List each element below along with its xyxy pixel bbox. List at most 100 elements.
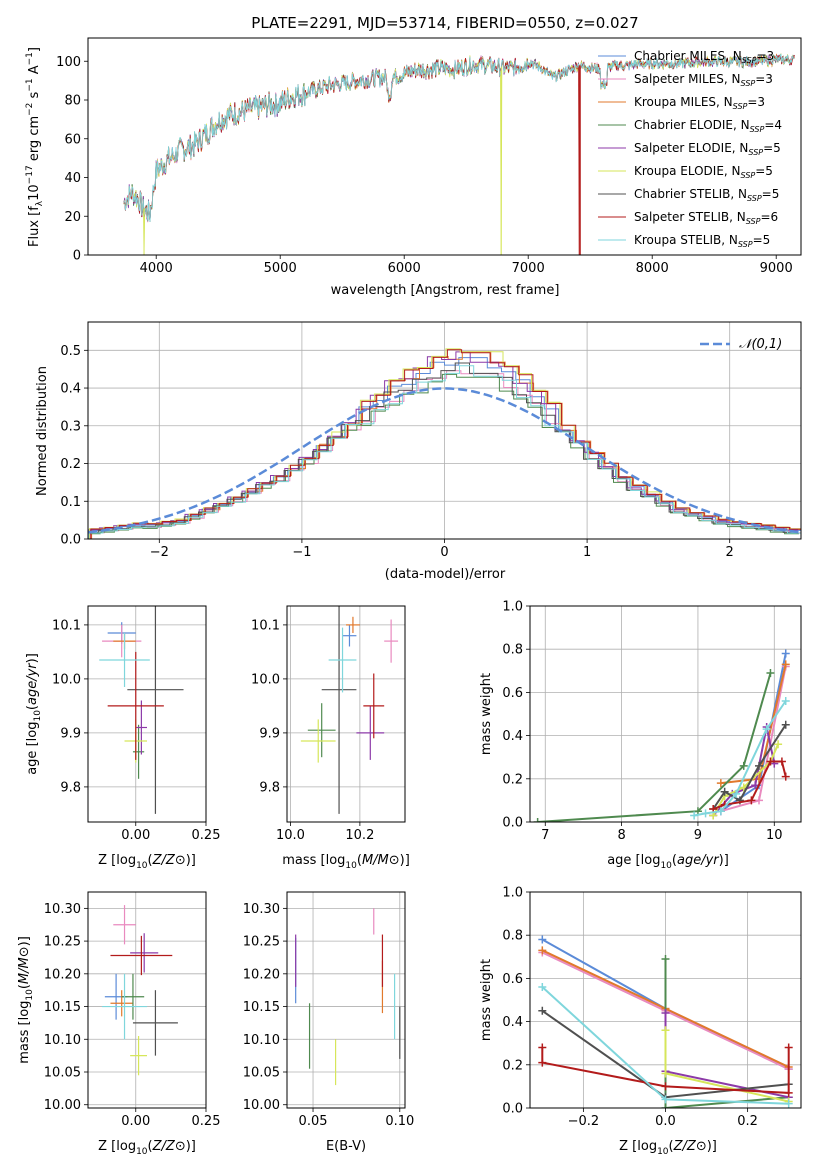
panel-weight_vs_Z: −0.2 0.0 0.2 0.0 0.2 0.4 0.6 0.8 1.0 mass weight Z… (479, 886, 802, 1157)
axes-frame (87, 321, 802, 540)
label-part: 10 (25, 989, 35, 1001)
y-tick-label: 9.9 (259, 726, 280, 741)
legend-count: =4 (764, 118, 782, 132)
x-axis-label: mass [log10(M/M⊙)] (282, 853, 410, 871)
legend-entry-4: Salpeter ELODIE, NSSP=5 (634, 141, 781, 157)
label-part: ( (25, 705, 40, 710)
y-tick-label: 0.0 (502, 1102, 523, 1117)
x-tick-label: 10.0 (276, 828, 305, 843)
legend-sub: SSP (741, 171, 756, 180)
legend-model: Salpeter ELODIE, N (634, 141, 748, 155)
y-tick-label: 100 (56, 55, 81, 70)
panel-residuals: −2 −1 0 1 2 0.0 0.1 0.2 0.3 0.4 0.5 𝒩(0,1) (data-mod… (35, 321, 802, 582)
y-axis-label: Normed distribution (35, 366, 50, 496)
legend-model: Kroupa ELODIE, N (634, 164, 741, 178)
normal-curve (88, 387, 801, 534)
label-part: −2 (25, 103, 35, 116)
label-part: A (27, 65, 42, 78)
weight-marker-8 (701, 809, 710, 818)
axes-frame (529, 605, 802, 823)
y-tick-label: 9.9 (60, 726, 81, 741)
legend-sub: SSP (748, 148, 763, 157)
axes-frame (529, 891, 802, 1109)
axes-frame (87, 37, 802, 256)
legend-sub: SSP (738, 240, 753, 249)
legend-count: =3 (755, 72, 773, 86)
axes-frame (286, 891, 406, 1109)
weight-marker-7 (784, 1088, 793, 1097)
label-part: 10 (136, 861, 148, 871)
label-part: ⊙)] (17, 936, 32, 957)
y-tick-label: 20 (64, 210, 81, 225)
x-tick-label: 0.2 (737, 1114, 758, 1129)
histogram-step-4 (88, 351, 799, 531)
weight-marker-8 (762, 725, 771, 734)
y-tick-label: 0.2 (60, 457, 81, 472)
weight-marker-7 (766, 757, 775, 766)
y-tick-label: 1.0 (502, 600, 523, 615)
x-tick-label: 9000 (760, 261, 793, 276)
label-part: )] (719, 853, 729, 868)
legend-sub: SSP (733, 102, 748, 111)
label-part: ( (148, 853, 153, 868)
weight-marker-5 (774, 740, 783, 749)
x-tick-label: 0.10 (385, 1114, 414, 1129)
panel-mass_vs_EBV: 0.05 0.10 10.00 10.05 10.10 10.15 10.20 10.25 10… (243, 891, 414, 1154)
weight-marker-7 (777, 757, 786, 766)
y-tick-label: 40 (64, 171, 81, 186)
label-part: age [log (607, 853, 660, 868)
y-tick-label: 0.3 (60, 419, 81, 434)
label-part: Z [log (619, 1139, 657, 1154)
legend-entry-8: Kroupa STELIB, NSSP=5 (634, 233, 770, 249)
plot-area (102, 905, 178, 1076)
legend-model: Chabrier MILES, N (634, 49, 742, 63)
y-tick-label: 10.0 (52, 672, 81, 687)
histogram-step-2 (91, 351, 801, 539)
label-part: −1 (25, 78, 35, 91)
y-tick-label: 9.8 (60, 780, 81, 795)
y-axis-label: age [log10(age/yr)] (25, 653, 43, 775)
y-tick-label: 10.30 (243, 902, 280, 917)
y-axis-label: Flux [fλ10−17 erg cm−2 s−1 A−1] (25, 47, 45, 247)
spectrum-line-8 (123, 53, 795, 222)
legend-model: Chabrier ELODIE, N (634, 118, 750, 132)
y-tick-label: 10.1 (52, 618, 81, 633)
x-tick-label: 7 (541, 828, 549, 843)
y-tick-label: 10.1 (251, 618, 280, 633)
x-tick-label: 0 (440, 545, 448, 560)
legend-sub: SSP (750, 125, 765, 134)
label-part: M/M (362, 853, 389, 868)
histogram-step-7 (90, 349, 801, 539)
y-tick-label: 10.30 (44, 902, 81, 917)
legend-model: Salpeter MILES, N (634, 72, 741, 86)
x-tick-label: 0.00 (121, 828, 150, 843)
legend-entry-5: Kroupa ELODIE, NSSP=5 (634, 164, 773, 180)
y-axis-label: mass weight (479, 959, 494, 1041)
weight-marker-4 (661, 1008, 670, 1017)
weight-line-4 (664, 1013, 789, 1099)
x-tick-label: 2 (726, 545, 734, 560)
label-part: 10 (345, 861, 357, 871)
label-part: mass [log (282, 853, 345, 868)
y-tick-label: 1.0 (502, 886, 523, 901)
x-tick-label: 10 (766, 828, 783, 843)
label-part: Z/Z (152, 1139, 176, 1154)
x-axis-label: Z [log10(Z/Z⊙)] (619, 1139, 717, 1157)
weight-marker-6 (538, 1006, 547, 1015)
y-tick-label: 0.0 (60, 533, 81, 548)
y-tick-label: 0.8 (502, 643, 523, 658)
histogram-step-8 (88, 365, 801, 539)
label-part: ( (148, 1139, 153, 1154)
legend-model: Kroupa STELIB, N (634, 233, 738, 247)
legend-model: Kroupa MILES, N (634, 95, 733, 109)
legend-sub: SSP (746, 217, 761, 226)
label-part: ( (357, 853, 362, 868)
label-part: −1 (25, 52, 35, 65)
weight-marker-3 (661, 954, 670, 963)
panel-age_vs_mass: 10.0 10.2 9.8 9.9 10.0 10.1 mass [log10(M/M⊙)] (251, 605, 410, 871)
x-tick-label: 5000 (264, 261, 297, 276)
x-tick-label: 1 (583, 545, 591, 560)
label-part: −17 (25, 165, 35, 184)
y-tick-label: 0.2 (502, 1058, 523, 1073)
